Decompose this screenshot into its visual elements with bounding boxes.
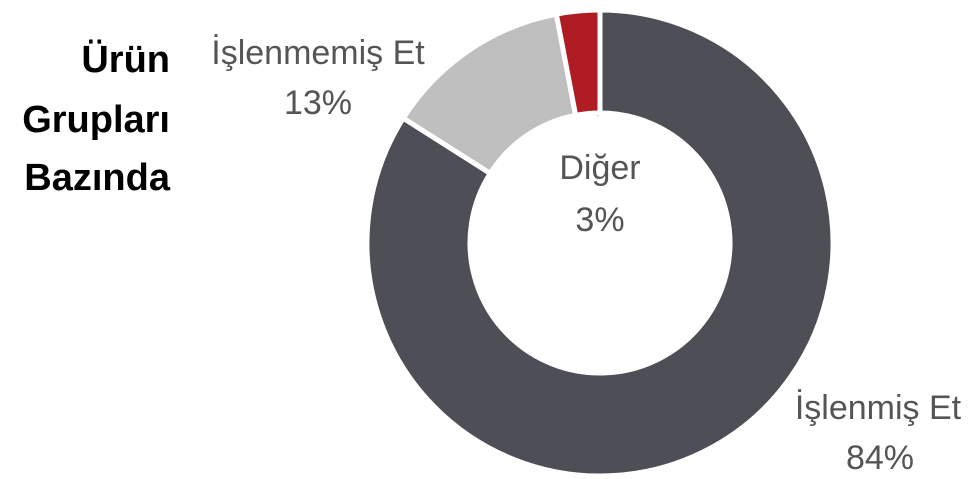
data-label: 3% [575, 201, 624, 239]
data-label: 84% [846, 439, 914, 477]
category-label: Diğer [559, 149, 640, 187]
data-label: 13% [284, 84, 352, 122]
chart-title: Bazında [24, 157, 171, 199]
chart-title: Ürün [81, 38, 170, 81]
chart-title: Grupları [22, 99, 170, 141]
donut-slice [364, 7, 836, 479]
donut-slice [553, 7, 603, 119]
category-label: İşlenmiş Et [795, 389, 962, 427]
category-label: İşlenmemiş Et [211, 34, 425, 72]
